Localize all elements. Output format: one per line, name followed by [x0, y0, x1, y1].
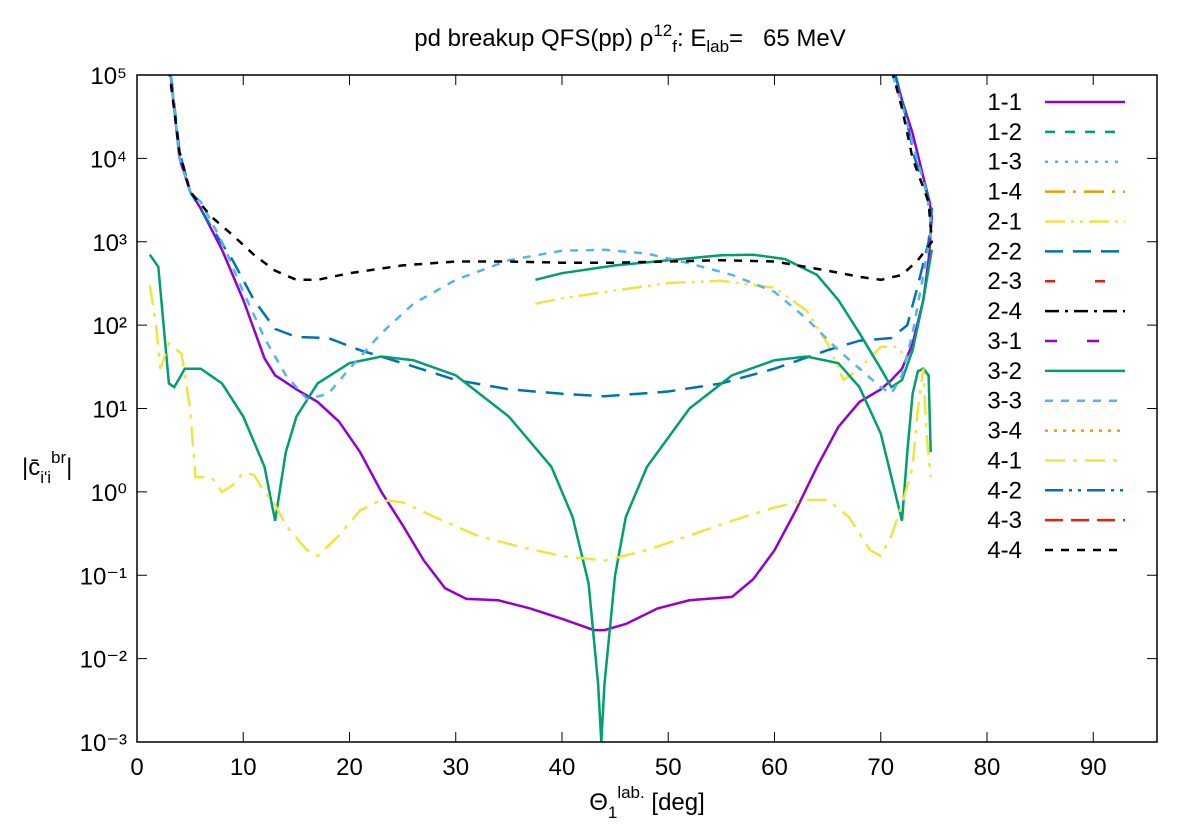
xlabel-sub: 1	[608, 803, 617, 822]
series-line	[168, 75, 934, 282]
legend-label: 2-2	[987, 238, 1022, 265]
y-tick-label: 10⁰	[91, 480, 127, 507]
legend-label: 2-1	[987, 208, 1022, 235]
y-tick-label: 10⁻³	[80, 730, 127, 757]
legend-label: 2-3	[987, 268, 1022, 295]
ylabel-part: |	[66, 454, 72, 481]
series-line	[535, 249, 934, 389]
x-axis-label: Θ1lab. [deg]	[589, 783, 705, 822]
x-tick-label: 90	[1080, 754, 1107, 781]
series-line	[169, 75, 934, 632]
legend-label: 4-2	[987, 477, 1022, 504]
legend-label: 1-4	[987, 179, 1022, 206]
legend-label: 4-3	[987, 507, 1022, 534]
title-sup: 12	[653, 21, 672, 40]
x-tick-label: 70	[867, 754, 894, 781]
y-tick-label: 10⁵	[90, 63, 127, 90]
x-tick-label: 80	[974, 754, 1001, 781]
plot-area	[148, 75, 934, 742]
legend-label: 1-3	[987, 149, 1022, 176]
y-tick-label: 10⁻¹	[80, 563, 127, 590]
title-sub: f	[672, 37, 677, 56]
xlabel-sup: lab.	[617, 783, 644, 802]
title-part: = 65 MeV	[729, 25, 846, 52]
y-tick-label: 10⁴	[90, 146, 127, 173]
ylabel-part: |c̄	[22, 454, 40, 481]
legend-label: 4-4	[987, 537, 1022, 564]
chart-title: pd breakup QFS(pp) ρ12f: Elab= 65 MeV	[414, 21, 846, 56]
x-tick-label: 40	[549, 754, 576, 781]
legend-label: 3-3	[987, 388, 1022, 415]
series-line	[169, 75, 934, 401]
title-part: : E	[677, 25, 706, 52]
y-tick-label: 10³	[92, 230, 127, 257]
x-tick-label: 0	[130, 754, 143, 781]
xlabel-part: Θ	[589, 789, 608, 816]
title-part: pd breakup QFS(pp) ρ	[414, 25, 653, 52]
legend-label: 1-1	[987, 89, 1022, 116]
legend-label: 3-2	[987, 358, 1022, 385]
ylabel-sup: br	[51, 448, 66, 467]
x-tick-label: 60	[761, 754, 788, 781]
series-line	[148, 253, 932, 742]
legend-label: 2-4	[987, 298, 1022, 325]
legend-label: 4-1	[987, 447, 1022, 474]
y-tick-label: 10¹	[92, 397, 127, 424]
x-tick-label: 20	[336, 754, 363, 781]
y-axis-label: |c̄i'ibr|	[22, 448, 72, 487]
y-tick-label: 10²	[92, 313, 127, 340]
legend-label: 1-2	[987, 119, 1022, 146]
x-tick-label: 10	[230, 754, 257, 781]
x-tick-label: 50	[655, 754, 682, 781]
y-tick-label: 10⁻²	[80, 647, 127, 674]
series-line	[535, 279, 909, 382]
legend-label: 3-1	[987, 328, 1022, 355]
legend-label: 3-4	[987, 418, 1022, 445]
xlabel-part: [deg]	[645, 789, 705, 816]
series-line	[169, 75, 934, 398]
title-sub: lab	[706, 37, 729, 56]
ylabel-sub: i'i	[40, 468, 51, 487]
x-tick-label: 30	[442, 754, 469, 781]
